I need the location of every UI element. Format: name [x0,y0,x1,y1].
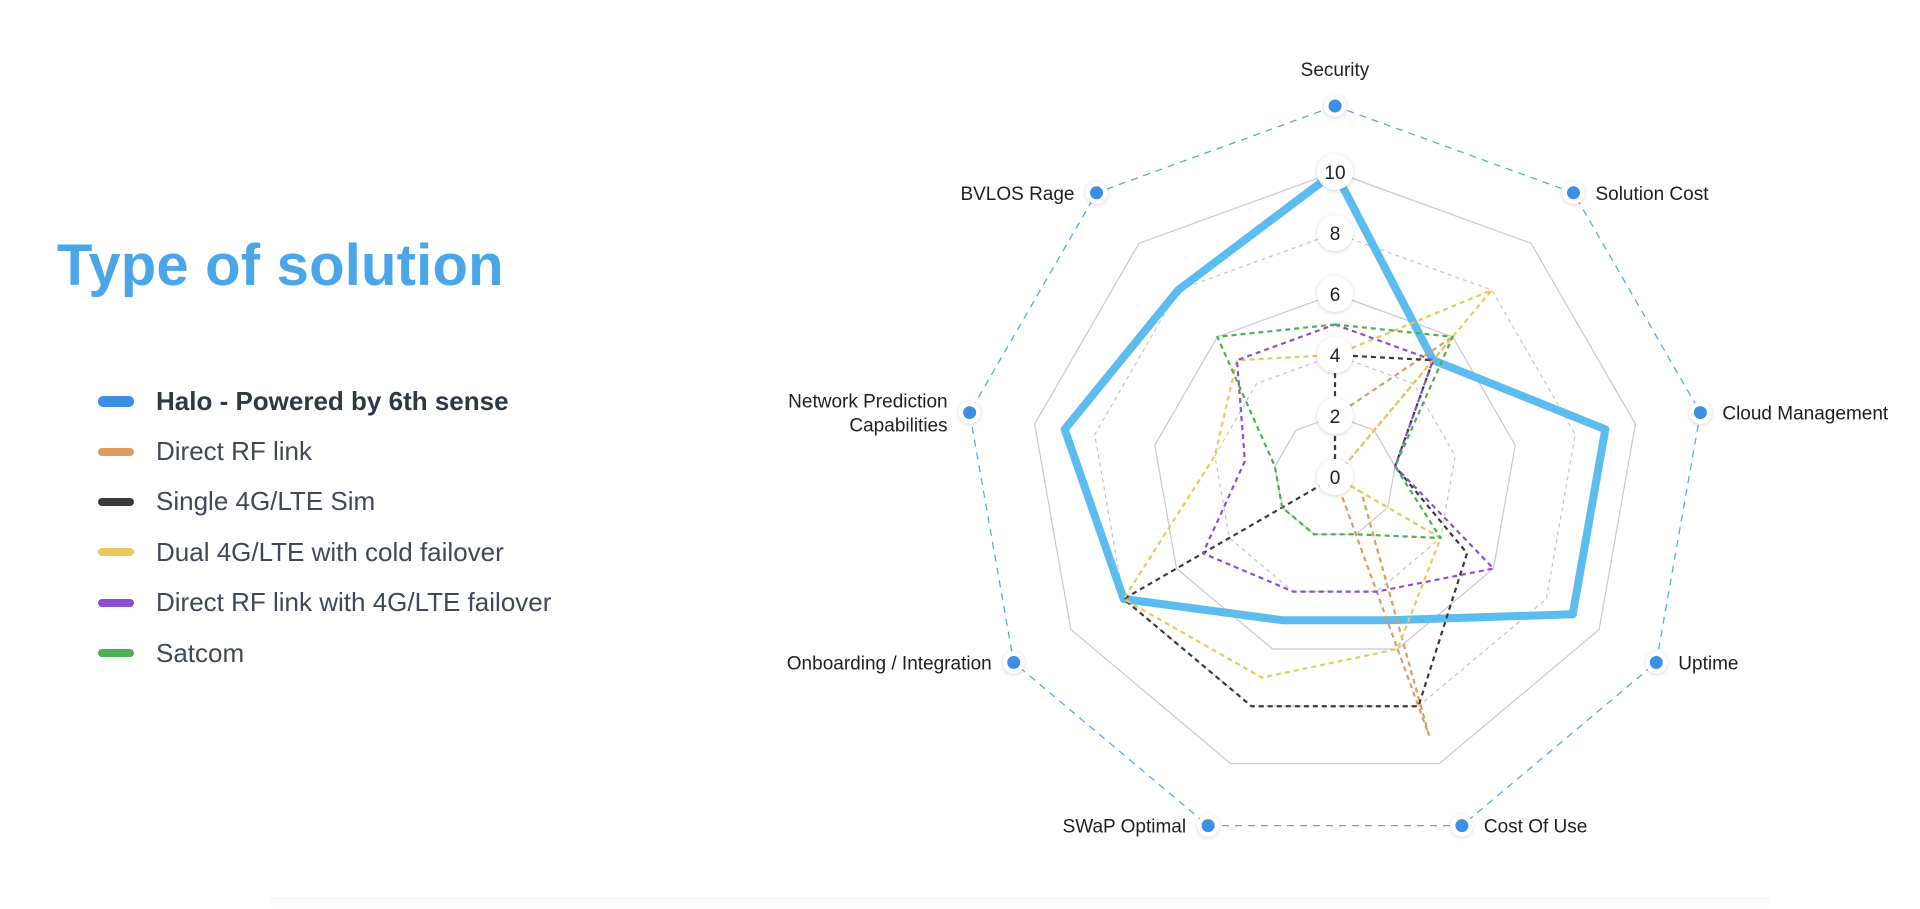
legend-item: Direct RF link [98,426,551,476]
tick-badge [1317,276,1353,312]
grid-ring [1214,354,1456,593]
legend-swatch [98,395,134,407]
axis-label-line: Network Prediction [788,392,947,413]
legend-item: Halo - Powered by 6th sense [98,376,551,426]
legend-label: Satcom [156,637,245,668]
axis-marker-dot [963,406,977,420]
tick-badge [1317,398,1353,434]
axis-label: Network Prediction Capabilities [788,392,947,437]
legend-label: Single 4G/LTE Sim [156,486,376,517]
legend-item: Dual 4G/LTE with cold failover [98,527,551,577]
series-line-4 [1201,323,1495,593]
legend-label: Direct RF link [156,436,313,467]
axis-label-line: Onboarding / Integration [787,654,992,675]
chart-legend: Halo - Powered by 6th sense Direct RF lin… [98,376,551,678]
page-title: Type of solution [57,233,504,298]
axis-label-line: BVLOS Rage [960,184,1074,205]
axis-label: Solution Cost [1595,184,1709,205]
series-line-2 [1122,353,1469,708]
axis-marker-dot [1566,186,1580,200]
grid-ring [1154,293,1516,650]
legend-label: Dual 4G/LTE with cold failover [156,536,504,567]
tick-badge [1317,215,1353,251]
bottom-divider [270,897,1770,909]
legend-label: Halo - Powered by 6th sense [156,385,509,416]
axis-marker-dot [1455,819,1469,833]
axis-label-line: Solution Cost [1595,184,1709,205]
axis-marker-dot [1090,186,1104,200]
legend-item: Direct RF link with 4G/LTE failover [98,578,551,628]
legend-swatch [98,649,134,658]
grid-ring [1034,171,1636,765]
legend-item: Satcom [98,628,551,678]
axis-label: Security [1301,60,1370,81]
axis-label-line: Cloud Management [1722,404,1889,425]
series-line-3 [1122,288,1493,679]
legend-swatch [98,548,134,557]
axis-label-line: Capabilities [849,416,947,437]
axis-label: SWaP Optimal [1063,817,1187,838]
axis-marker-dot [1649,656,1663,669]
tick-label: 8 [1330,224,1341,245]
axis-label: Cost Of Use [1484,817,1587,838]
tick-label: 2 [1330,407,1341,428]
axis-label-line: SWaP Optimal [1063,817,1187,838]
axis-label: Onboarding / Integration [787,654,992,675]
axis-marker-dot [1007,656,1021,669]
grid-ring [1094,232,1576,707]
axis-marker-dot [1693,406,1707,420]
axis-label: Cloud Management [1722,404,1889,425]
tick-label: 0 [1330,468,1341,489]
series-line-0 [1060,168,1610,625]
series-line-5 [1216,323,1454,540]
tick-label: 10 [1324,163,1345,184]
tick-label: 6 [1330,285,1341,306]
tick-badge [1317,154,1353,190]
axis-marker-dot [1328,99,1342,113]
axis-label-line: Uptime [1678,654,1738,675]
axis-label: Uptime [1678,654,1738,675]
tick-badge [1317,337,1353,373]
axis-marker-dot [1201,819,1215,833]
legend-label: Direct RF link with 4G/LTE failover [156,587,552,618]
legend-swatch [98,497,134,506]
outer-frame [968,105,1702,827]
legend-item: Single 4G/LTE Sim [98,477,551,527]
axis-label-line: Cost Of Use [1484,817,1587,838]
axis-label-line: Security [1301,60,1370,81]
tick-badge [1317,459,1353,495]
legend-swatch [98,447,134,456]
legend-swatch [98,598,134,607]
tick-label: 4 [1330,346,1341,367]
axis-label: BVLOS Rage [960,184,1074,205]
